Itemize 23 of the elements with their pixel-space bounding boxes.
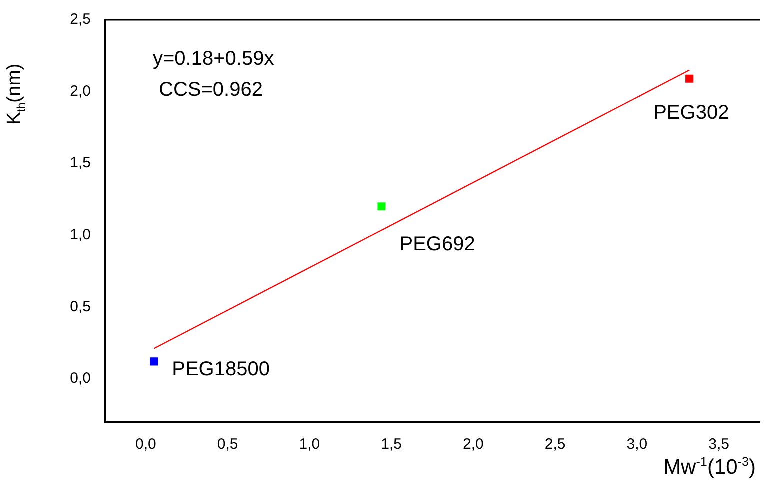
x-tick-label: 3,5 — [708, 436, 730, 454]
point — [150, 358, 158, 366]
x-tick-label: 1,5 — [381, 436, 402, 454]
x-axis-title: Mw$^{-1}$(10$^{-3}$) — [664, 455, 756, 480]
y-tick-label: 1,5 — [70, 154, 91, 172]
x-tick-label: 2,5 — [544, 436, 566, 454]
x-tick-label: 0,5 — [217, 436, 238, 454]
annotation: PEG692 — [400, 234, 476, 256]
annotation: y=0.18+0.59x — [153, 48, 274, 70]
x-tick-label: 0,0 — [136, 436, 156, 454]
y-tick-label: 2,5 — [70, 11, 91, 28]
y-tick-label: 0,0 — [70, 370, 91, 388]
x-tick-label: 2,0 — [463, 436, 484, 454]
y-tick-label: 2,0 — [70, 82, 91, 100]
annotation: PEG302 — [654, 102, 730, 124]
point — [686, 74, 694, 83]
annotation: PEG18500 — [172, 358, 270, 381]
y-tick-label: 1,0 — [70, 226, 91, 244]
x-tick-label: 1,0 — [299, 436, 320, 454]
annotation: CCS=0.962 — [159, 79, 263, 101]
point — [378, 202, 386, 211]
x-tick-label: 3,0 — [626, 436, 648, 454]
y-tick-label: 0,5 — [70, 298, 91, 316]
